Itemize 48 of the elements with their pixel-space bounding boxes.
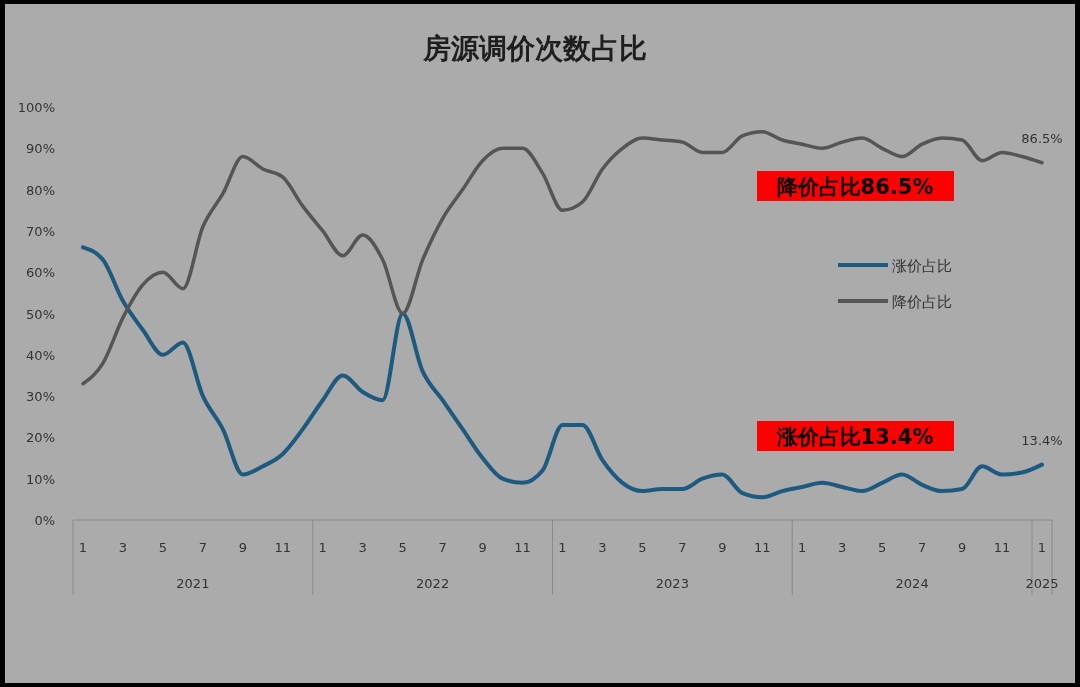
x-tick-label: 1: [558, 540, 567, 555]
x-tick-label: 7: [917, 540, 927, 555]
y-tick-label: 0%: [34, 513, 55, 528]
data-label: 13.4%: [1021, 432, 1063, 448]
text: 2023: [655, 576, 689, 591]
x-tick-label: 7: [198, 540, 208, 555]
text: 2022: [416, 576, 450, 591]
y-tick-label: 100%: [17, 100, 55, 115]
x-tick-label: 1: [78, 540, 88, 555]
annotation: 降价占比86.5%: [776, 175, 934, 199]
text: 2025: [1025, 576, 1059, 591]
y-tick-label: 10%: [26, 471, 55, 487]
x-tick-label: 5: [878, 540, 887, 555]
x-tick-label: 11: [754, 540, 771, 555]
x-tick-label: 11: [993, 540, 1011, 555]
y-tick-label: 90%: [26, 141, 55, 157]
y-tick-label: 20%: [26, 430, 55, 446]
y-tick-label: 40%: [26, 347, 55, 363]
text: 2024: [895, 576, 929, 591]
x-tick-label: 5: [398, 540, 407, 555]
y-tick-label: 50%: [26, 306, 55, 322]
y-tick-label: 80%: [26, 182, 55, 198]
legend-label: 降价占比: [892, 293, 952, 311]
x-tick-label: 3: [838, 540, 847, 555]
x-tick-label: 7: [438, 540, 447, 555]
text: 2021: [176, 576, 210, 591]
x-tick-label: 9: [957, 540, 967, 555]
x-tick-label: 1: [798, 540, 807, 555]
x-tick-label: 9: [478, 540, 487, 555]
x-tick-label: 11: [274, 540, 292, 555]
x-tick-label: 1: [318, 540, 327, 555]
x-tick-label: 9: [238, 540, 247, 555]
x-tick-label: 11: [514, 540, 531, 555]
data-label: 86.5%: [1021, 130, 1063, 146]
y-tick-label: 70%: [26, 223, 55, 239]
x-tick-label: 3: [358, 540, 367, 555]
annotation: 涨价占比13.4%: [775, 425, 934, 449]
x-tick-label: 9: [718, 540, 727, 555]
x-tick-label: 3: [598, 540, 607, 555]
x-tick-label: 5: [638, 540, 647, 555]
x-tick-label: 5: [158, 540, 168, 555]
x-tick-label: 3: [118, 540, 128, 555]
x-tick-label: 7: [678, 540, 687, 555]
y-tick-label: 60%: [26, 265, 55, 281]
legend-label: 涨价占比: [892, 257, 952, 275]
chart-title: 房源调价次数占比: [422, 32, 647, 65]
y-tick-label: 30%: [26, 389, 55, 405]
x-tick-label: 1: [1037, 540, 1047, 555]
